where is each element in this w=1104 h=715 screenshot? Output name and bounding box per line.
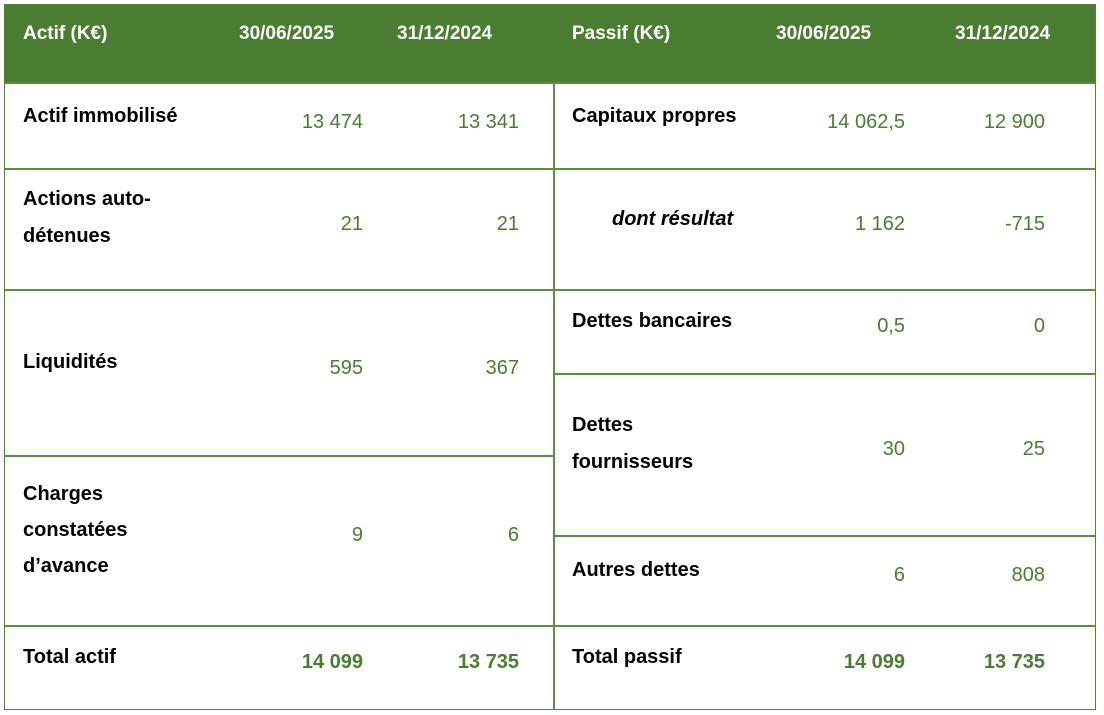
actif-row-value-1: 21 bbox=[340, 213, 363, 235]
passif-row-value-1: 0,5 bbox=[877, 315, 905, 337]
row-divider bbox=[5, 168, 1095, 170]
actif-total-value-1: 14 099 bbox=[301, 651, 363, 673]
row-divider bbox=[5, 455, 555, 457]
actif-row-value-1: 595 bbox=[329, 357, 363, 379]
label-line: fournisseurs bbox=[572, 451, 694, 473]
row-divider bbox=[5, 625, 1095, 627]
actif-row-value-1: 9 bbox=[351, 524, 363, 546]
passif-row-value-2: 12 900 bbox=[983, 111, 1045, 133]
passif-row-label: Dettes fournisseurs bbox=[572, 407, 693, 481]
passif-total-value-1: 14 099 bbox=[843, 651, 905, 673]
passif-row-value-1: 14 062,5 bbox=[827, 111, 905, 133]
actif-row-label: Actif immobilisé bbox=[23, 105, 178, 127]
actif-header-title: Actif (K€) bbox=[23, 23, 108, 44]
actif-row-label: Charges constatées d’avance bbox=[23, 476, 128, 584]
passif-row-value-2: 0 bbox=[1033, 315, 1045, 337]
passif-row-label: dont résultat bbox=[612, 208, 734, 230]
passif-header-title: Passif (K€) bbox=[572, 23, 671, 44]
center-divider bbox=[553, 82, 555, 710]
row-divider bbox=[555, 535, 1095, 537]
actif-row-label: Actions auto- détenues bbox=[23, 181, 151, 255]
row-divider bbox=[5, 289, 1095, 291]
balance-sheet-table: Actif (K€) 30/06/2025 31/12/2024 Passif … bbox=[4, 4, 1096, 710]
header-divider bbox=[5, 82, 1095, 84]
passif-row-value-2: 808 bbox=[1011, 564, 1045, 586]
actif-row-value-2: 13 341 bbox=[457, 111, 519, 133]
label-line: Charges bbox=[23, 483, 104, 505]
passif-row-value-1: 30 bbox=[882, 438, 905, 460]
actif-header-date-1: 30/06/2025 bbox=[239, 23, 335, 44]
label-line: Dettes bbox=[572, 414, 634, 436]
label-line: Actions auto- bbox=[23, 188, 151, 210]
actif-total-value-2: 13 735 bbox=[457, 651, 519, 673]
table-header bbox=[5, 5, 1095, 83]
passif-row-label: Autres dettes bbox=[572, 559, 700, 581]
passif-row-label: Dettes bancaires bbox=[572, 310, 733, 332]
passif-row-value-2: -715 bbox=[1004, 213, 1045, 235]
actif-row-value-2: 6 bbox=[507, 524, 519, 546]
label-line: détenues bbox=[23, 225, 111, 247]
actif-row-label: Liquidités bbox=[23, 351, 118, 373]
passif-total-label: Total passif bbox=[572, 646, 682, 668]
passif-header-date-1: 30/06/2025 bbox=[776, 23, 872, 44]
passif-row-label: Capitaux propres bbox=[572, 105, 737, 127]
passif-header-date-2: 31/12/2024 bbox=[955, 23, 1051, 44]
passif-row-value-1: 1 162 bbox=[854, 213, 905, 235]
actif-row-value-2: 21 bbox=[496, 213, 519, 235]
passif-row-value-1: 6 bbox=[893, 564, 905, 586]
label-line: constatées bbox=[23, 519, 128, 541]
label-line: d’avance bbox=[23, 555, 109, 577]
actif-header-date-2: 31/12/2024 bbox=[397, 23, 493, 44]
actif-total-label: Total actif bbox=[23, 646, 116, 668]
passif-row-value-2: 25 bbox=[1022, 438, 1045, 460]
actif-row-value-1: 13 474 bbox=[301, 111, 363, 133]
row-divider bbox=[555, 373, 1095, 375]
passif-total-value-2: 13 735 bbox=[983, 651, 1045, 673]
actif-row-value-2: 367 bbox=[485, 357, 519, 379]
